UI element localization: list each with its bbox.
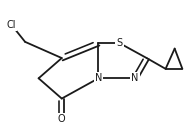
Text: N: N bbox=[131, 73, 139, 83]
Text: O: O bbox=[58, 114, 66, 124]
Text: Cl: Cl bbox=[7, 20, 16, 30]
Text: S: S bbox=[117, 38, 123, 48]
Text: N: N bbox=[95, 73, 102, 83]
